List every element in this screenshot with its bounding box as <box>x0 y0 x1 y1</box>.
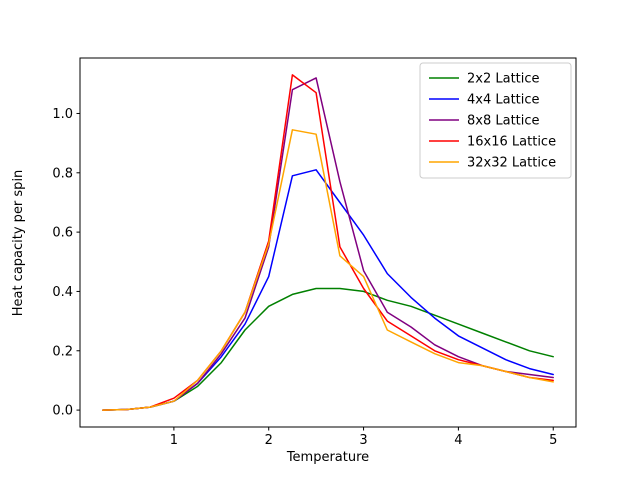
x-tick-label: 1 <box>170 433 178 448</box>
legend-label: 8x8 Lattice <box>467 114 540 129</box>
legend-label: 16x16 Lattice <box>467 135 556 150</box>
legend-label: 2x2 Lattice <box>467 72 540 87</box>
legend-frame <box>419 62 572 179</box>
y-tick-label: 0.4 <box>52 285 73 300</box>
y-axis-ticks: 0.0 0.2 0.4 0.6 0.8 1.0 <box>52 107 80 419</box>
series-lines <box>102 74 554 411</box>
y-axis-label: Heat capacity per spin <box>11 170 26 317</box>
x-tick-label: 3 <box>359 433 367 448</box>
x-tick-label: 2 <box>265 433 273 448</box>
y-tick-label: 0.2 <box>52 344 73 359</box>
y-tick-label: 0.8 <box>52 166 73 181</box>
axes-border <box>79 57 577 428</box>
series-line-32x32-lattice <box>102 129 554 411</box>
y-tick-label: 1.0 <box>52 107 73 122</box>
legend: 2x2 Lattice 4x4 Lattice 8x8 Lattice 16x16 L… <box>419 62 572 179</box>
legend-label: 4x4 Lattice <box>467 93 540 108</box>
x-tick-label: 4 <box>454 433 462 448</box>
x-axis-label: Temperature <box>286 450 369 465</box>
x-axis-ticks: 1 2 3 4 5 <box>170 427 557 448</box>
legend-label: 32x32 Lattice <box>467 156 556 171</box>
x-tick-label: 5 <box>549 433 557 448</box>
y-tick-label: 0.0 <box>52 404 73 419</box>
y-tick-label: 0.6 <box>52 226 73 241</box>
